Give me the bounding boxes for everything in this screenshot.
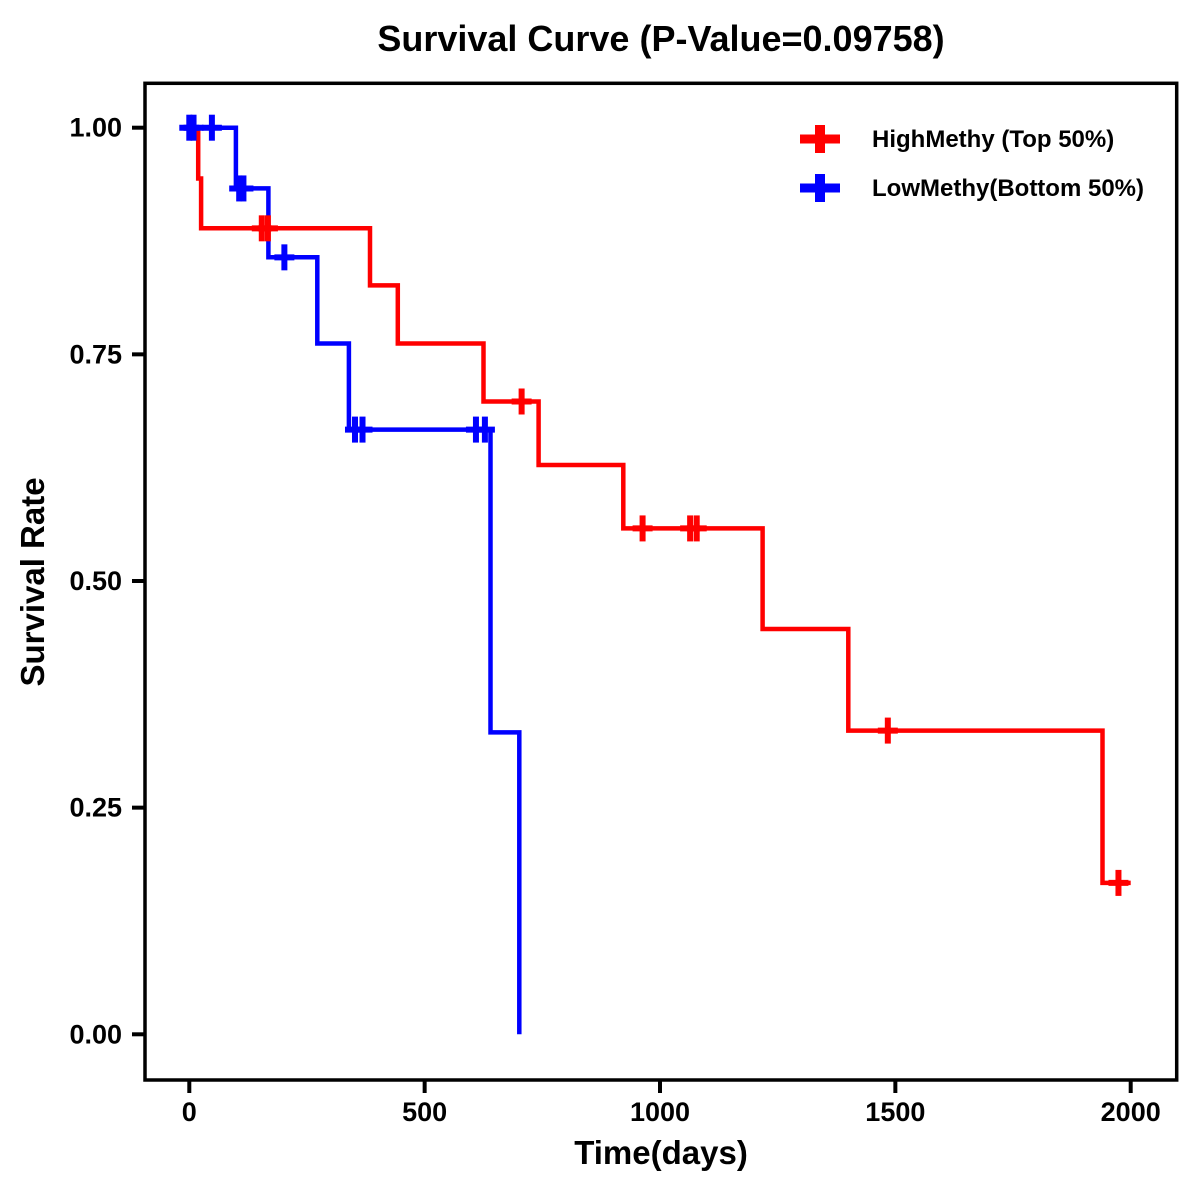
x-tick-label: 1500 xyxy=(865,1097,925,1127)
y-tick-label: 0.00 xyxy=(69,1019,122,1049)
legend-item: HighMethy (Top 50%) xyxy=(800,125,1114,153)
y-tick-label: 0.50 xyxy=(69,566,122,596)
legend-item-label: LowMethy(Bottom 50%) xyxy=(872,175,1144,202)
plot-frame xyxy=(143,81,1179,1082)
chart-title: Survival Curve (P-Value=0.09758) xyxy=(377,18,944,59)
legend-item: LowMethy(Bottom 50%) xyxy=(800,174,1144,202)
censor-mark xyxy=(511,388,532,415)
censor-mark xyxy=(233,175,254,202)
y-tick-label: 0.25 xyxy=(69,793,122,823)
x-tick-label: 2000 xyxy=(1101,1097,1161,1127)
x-axis-ticks: 0 500 1000 1500 2000 xyxy=(182,1080,1161,1127)
y-axis-label: Survival Rate xyxy=(14,477,51,686)
x-axis-label: Time(days) xyxy=(574,1134,748,1171)
survival-curves xyxy=(189,125,1131,1035)
survival-curve xyxy=(189,125,1131,886)
x-tick-label: 1000 xyxy=(630,1097,690,1127)
censor-mark xyxy=(877,717,898,744)
censor-marks xyxy=(179,114,1129,896)
y-tick-label: 1.00 xyxy=(69,113,122,143)
legend-item-label: HighMethy (Top 50%) xyxy=(872,126,1114,153)
y-tick-label: 0.75 xyxy=(69,339,122,369)
x-tick-label: 500 xyxy=(402,1097,447,1127)
censor-mark xyxy=(632,515,653,542)
y-axis-ticks: 0.00 0.25 0.50 0.75 1.00 xyxy=(69,113,145,1049)
censor-mark xyxy=(274,244,295,271)
censor-mark xyxy=(183,114,204,141)
x-tick-label: 0 xyxy=(182,1097,197,1127)
censor-mark xyxy=(201,114,222,141)
legend: HighMethy (Top 50%) LowMethy(Bottom 50%) xyxy=(800,125,1144,202)
censor-mark xyxy=(686,515,707,542)
censor-mark xyxy=(474,416,495,443)
censor-mark xyxy=(1108,869,1129,896)
censor-mark xyxy=(257,215,278,242)
survival-curve xyxy=(189,125,522,1035)
censor-mark xyxy=(352,416,373,443)
